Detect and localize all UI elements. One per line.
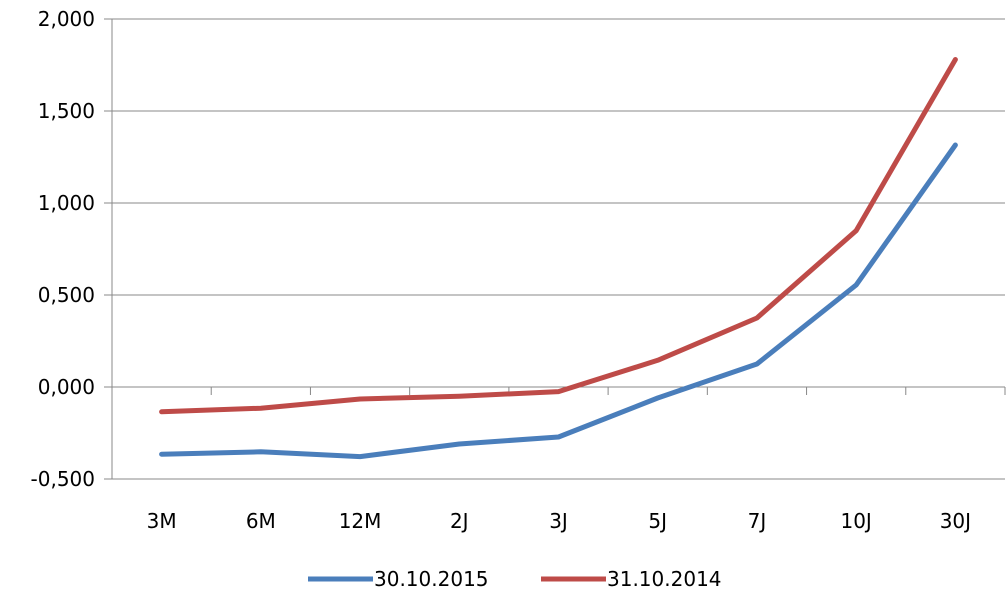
x-tick-label: 2J xyxy=(450,509,469,533)
series-line-2 xyxy=(159,57,958,415)
x-tick-label: 3M xyxy=(147,509,177,533)
y-tick-label: 2,000 xyxy=(38,7,95,31)
x-tick-label: 7J xyxy=(748,509,767,533)
y-tick-label: 1,500 xyxy=(38,99,95,123)
y-tick-label: 0,000 xyxy=(38,375,95,399)
legend-label: 31.10.2014 xyxy=(607,567,722,591)
x-tick-label: 5J xyxy=(648,509,667,533)
legend-label: 30.10.2015 xyxy=(374,567,489,591)
x-tick-label: 10J xyxy=(840,509,871,533)
x-tick-label: 30J xyxy=(940,509,971,533)
x-tick-label: 6M xyxy=(246,509,276,533)
x-axis-tick-labels: 3M 6M 12M 2J 3J 5J 7J 10J 30J xyxy=(147,509,971,533)
x-tick-label: 12M xyxy=(339,509,382,533)
series-lines xyxy=(159,57,958,460)
axes xyxy=(111,19,1006,479)
y-tick-label: 0,500 xyxy=(38,283,95,307)
x-tick-label: 3J xyxy=(549,509,568,533)
y-tick-label: 1,000 xyxy=(38,191,95,215)
y-axis-tick-labels: -0,500 0,000 0,500 1,000 1,500 2,000 xyxy=(31,7,95,491)
series-line-1 xyxy=(159,142,958,460)
legend-item: 30.10.2015 xyxy=(308,567,489,591)
legend-item: 31.10.2014 xyxy=(541,567,722,591)
y-tick-label: -0,500 xyxy=(31,467,95,491)
legend: 30.10.2015 31.10.2014 xyxy=(308,567,722,591)
